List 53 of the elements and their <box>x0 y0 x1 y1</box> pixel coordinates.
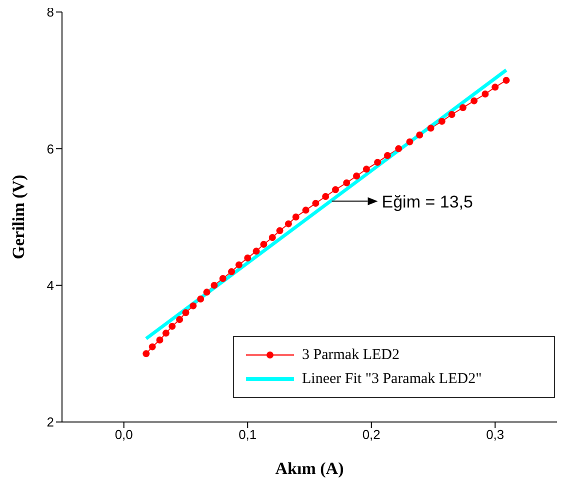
legend-label: Lineer Fit "3 Paramak LED2" <box>302 370 482 388</box>
y-tick-label: 4 <box>46 278 54 293</box>
point <box>459 104 466 112</box>
point <box>406 138 414 146</box>
point <box>353 172 360 180</box>
point <box>210 282 218 289</box>
point <box>322 193 330 200</box>
y-tick-label: 2 <box>46 414 54 430</box>
point <box>374 158 382 166</box>
point <box>427 124 434 132</box>
y-tick-label: 6 <box>46 141 54 156</box>
y-axis-title: Gerilim (V) <box>9 174 28 260</box>
point <box>362 166 370 173</box>
x-tick-label: 0,0 <box>114 427 133 442</box>
point <box>284 220 292 228</box>
point <box>203 288 210 296</box>
point <box>343 179 350 186</box>
point <box>384 152 391 159</box>
point <box>190 302 197 310</box>
point <box>292 214 300 220</box>
point <box>197 296 204 302</box>
point <box>312 200 320 207</box>
point <box>235 261 242 268</box>
point <box>482 90 489 98</box>
point <box>492 84 499 91</box>
point <box>162 330 170 337</box>
point <box>142 350 150 358</box>
point <box>332 186 339 194</box>
x-axis-title: Akım (A) <box>275 459 344 478</box>
point <box>470 97 478 104</box>
point <box>156 336 164 344</box>
point <box>416 132 424 138</box>
point <box>148 343 156 350</box>
point <box>219 275 226 282</box>
point <box>244 254 252 262</box>
point <box>176 316 184 323</box>
annotation: Eğim = 13,5 <box>382 192 473 212</box>
point <box>228 268 236 276</box>
point <box>182 309 190 316</box>
point <box>448 111 456 118</box>
x-tick-label: 0,1 <box>238 427 257 442</box>
point <box>438 118 446 125</box>
point <box>168 322 176 330</box>
point <box>395 145 402 152</box>
x-tick-label: 0,2 <box>362 427 380 442</box>
point <box>502 76 510 84</box>
point <box>260 240 268 248</box>
point <box>276 227 284 234</box>
point <box>252 248 260 255</box>
legend-label: 3 Parmak LED2 <box>302 346 400 364</box>
point <box>302 206 310 214</box>
x-tick-label: 0,3 <box>486 427 504 442</box>
point <box>268 234 276 241</box>
